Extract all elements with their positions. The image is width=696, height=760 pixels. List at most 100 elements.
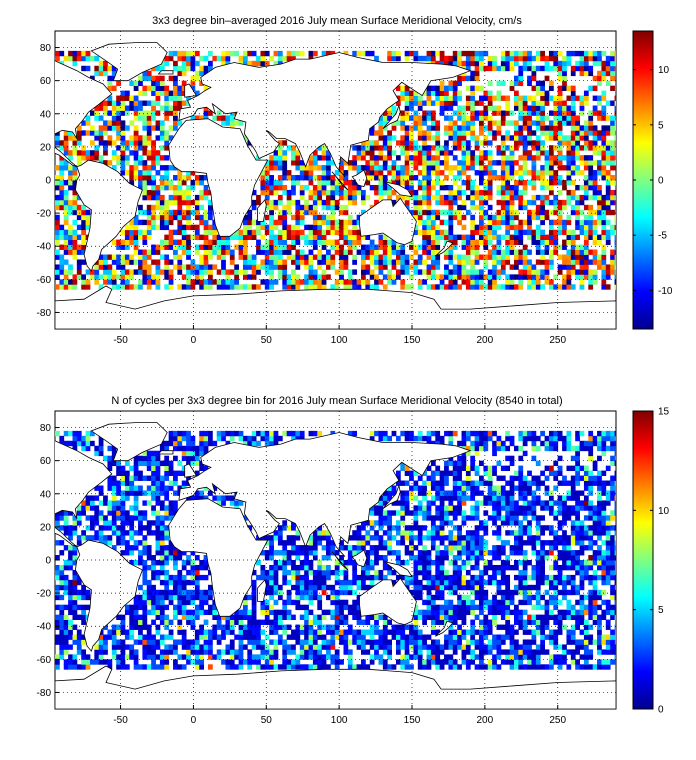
bin-cell — [85, 659, 91, 665]
bin-cell — [168, 184, 174, 191]
bin-cell — [457, 184, 462, 191]
bin-cell — [63, 160, 69, 166]
bin-cell — [518, 619, 524, 625]
bin-cell — [444, 160, 449, 166]
bin-cell — [500, 234, 506, 240]
bin-cell — [610, 269, 615, 275]
bin-cell — [430, 619, 436, 625]
bin-cell — [260, 50, 266, 57]
bin-cell — [295, 574, 301, 581]
bin-cell — [273, 584, 279, 591]
bin-cell — [387, 649, 392, 655]
bin-cell — [339, 204, 344, 211]
bin-cell — [426, 664, 432, 670]
bin-cell — [72, 599, 78, 606]
bin-cell — [286, 199, 292, 206]
bin-cell — [430, 100, 436, 106]
bin-cell — [81, 664, 86, 670]
bin-cell — [492, 279, 497, 285]
bin-cell — [312, 229, 318, 236]
bin-cell — [452, 619, 458, 625]
bin-cell — [208, 60, 213, 67]
bin-cell — [194, 579, 200, 586]
bin-cell — [256, 574, 261, 581]
bin-cell — [465, 150, 471, 156]
bin-cell — [395, 639, 401, 645]
bin-cell — [522, 264, 528, 270]
bin-cell — [352, 50, 358, 57]
bin-cell — [474, 194, 480, 201]
bin-cell — [540, 209, 545, 216]
bin-cell — [89, 75, 95, 82]
bin-cell — [514, 284, 519, 290]
bin-cell — [452, 264, 458, 270]
bin-cell — [321, 155, 327, 161]
japan-coastline — [382, 104, 401, 130]
bin-cell — [409, 189, 414, 196]
bin-cell — [159, 579, 165, 586]
bin-cell — [430, 160, 436, 166]
bin-cell — [522, 609, 528, 616]
bin-cell — [361, 629, 366, 635]
bin-cell — [177, 55, 183, 62]
bin-cell — [111, 644, 117, 650]
bin-cell — [522, 55, 528, 62]
bin-cell — [531, 184, 537, 191]
bin-cell — [138, 105, 143, 111]
bin-cell — [500, 254, 506, 260]
bin-cell — [356, 234, 362, 240]
bin-cell — [234, 269, 239, 275]
bin-cell — [378, 279, 384, 285]
bin-cell — [496, 664, 502, 670]
bin-cell — [548, 50, 554, 57]
bin-cell — [168, 244, 174, 250]
bin-cell — [334, 219, 340, 226]
bin-cell — [479, 214, 484, 221]
bin-cell — [426, 184, 432, 191]
bin-cell — [347, 659, 353, 665]
bin-cell — [199, 609, 205, 616]
bin-cell — [614, 599, 616, 606]
bin-cell — [138, 170, 143, 176]
bin-cell — [221, 244, 226, 250]
bin-cell — [194, 659, 200, 665]
bin-cell — [295, 50, 301, 57]
bin-cell — [592, 604, 598, 611]
bin-cell — [452, 589, 458, 596]
bin-cell — [221, 234, 226, 240]
bin-cell — [566, 269, 572, 275]
bin-cell — [417, 100, 423, 106]
bin-cell — [496, 609, 502, 616]
bin-cell — [312, 594, 318, 601]
bin-cell — [76, 135, 82, 141]
bin-cell — [124, 224, 130, 231]
bin-cell — [518, 115, 524, 121]
bin-cell — [522, 639, 528, 645]
bin-cell — [579, 229, 585, 236]
bin-cell — [164, 209, 170, 216]
bin-cell — [177, 594, 183, 601]
bin-cell — [509, 135, 515, 141]
bin-cell — [234, 229, 239, 236]
bin-cell — [479, 229, 484, 236]
bin-cell — [208, 584, 213, 591]
bin-cell — [430, 614, 436, 620]
bin-cell — [98, 105, 104, 111]
bin-cell — [343, 224, 349, 231]
bin-cell — [133, 219, 139, 226]
bin-cell — [352, 180, 358, 186]
bin-cell — [382, 649, 388, 655]
bin-cell — [361, 279, 366, 285]
bin-cell — [291, 634, 296, 640]
bin-cell — [308, 649, 314, 655]
bin-cell — [286, 229, 292, 236]
bin-cell — [264, 584, 270, 591]
bin-cell — [151, 100, 156, 106]
bin-cell — [291, 234, 296, 240]
bin-cell — [291, 649, 296, 655]
bin-cell — [588, 269, 594, 275]
bin-cell — [548, 55, 554, 62]
bin-cell — [251, 60, 257, 67]
bin-cell — [264, 604, 270, 611]
bin-cell — [570, 249, 576, 255]
